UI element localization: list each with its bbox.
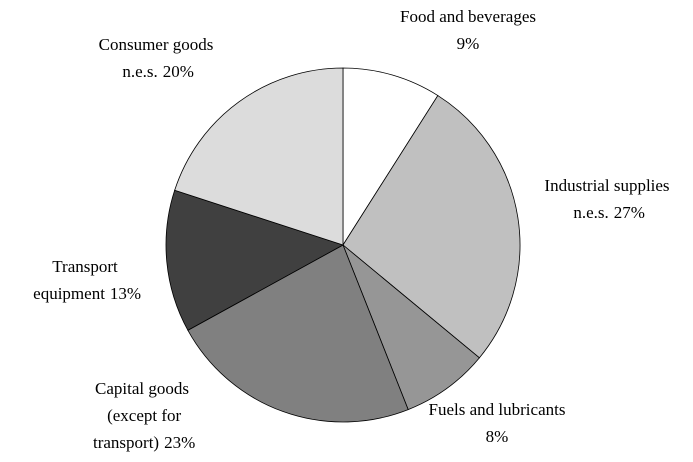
label-line: n.e.s. bbox=[569, 203, 609, 222]
label-line: Food and beverages bbox=[400, 7, 536, 26]
pie-slice bbox=[165, 189, 345, 331]
label-line: transport) bbox=[89, 433, 159, 452]
pie-slice bbox=[342, 95, 521, 359]
value-label: 9% bbox=[457, 34, 480, 53]
label-line: Transport bbox=[52, 257, 118, 276]
value-label: 23% bbox=[164, 433, 195, 452]
slice-label: Fuels and lubricants bbox=[429, 400, 566, 419]
value-label: 13% bbox=[110, 284, 141, 303]
label-line: n.e.s. bbox=[118, 62, 158, 81]
pie-slice bbox=[187, 244, 409, 423]
value-label: 20% bbox=[163, 62, 194, 81]
value-label: 8% bbox=[486, 427, 509, 446]
label-line: Consumer goods bbox=[99, 35, 214, 54]
value-label: 27% bbox=[614, 203, 645, 222]
slice-label: Consumer goods n.e.s. bbox=[99, 35, 214, 81]
slice-label: Transport equipment bbox=[29, 257, 118, 303]
slice-label: Industrial supplies n.e.s. bbox=[544, 176, 669, 222]
pie-slice bbox=[174, 67, 344, 246]
pie-slice bbox=[342, 244, 480, 411]
slice-label: Capital goods (except for transport) bbox=[89, 379, 189, 452]
label-line: (except for bbox=[103, 406, 182, 425]
slice-label: Food and beverages bbox=[400, 7, 536, 26]
label-line: Fuels and lubricants bbox=[429, 400, 566, 419]
label-line: Capital goods bbox=[95, 379, 189, 398]
pie-slice bbox=[342, 67, 439, 247]
label-line: equipment bbox=[29, 284, 105, 303]
label-line: Industrial supplies bbox=[544, 176, 669, 195]
